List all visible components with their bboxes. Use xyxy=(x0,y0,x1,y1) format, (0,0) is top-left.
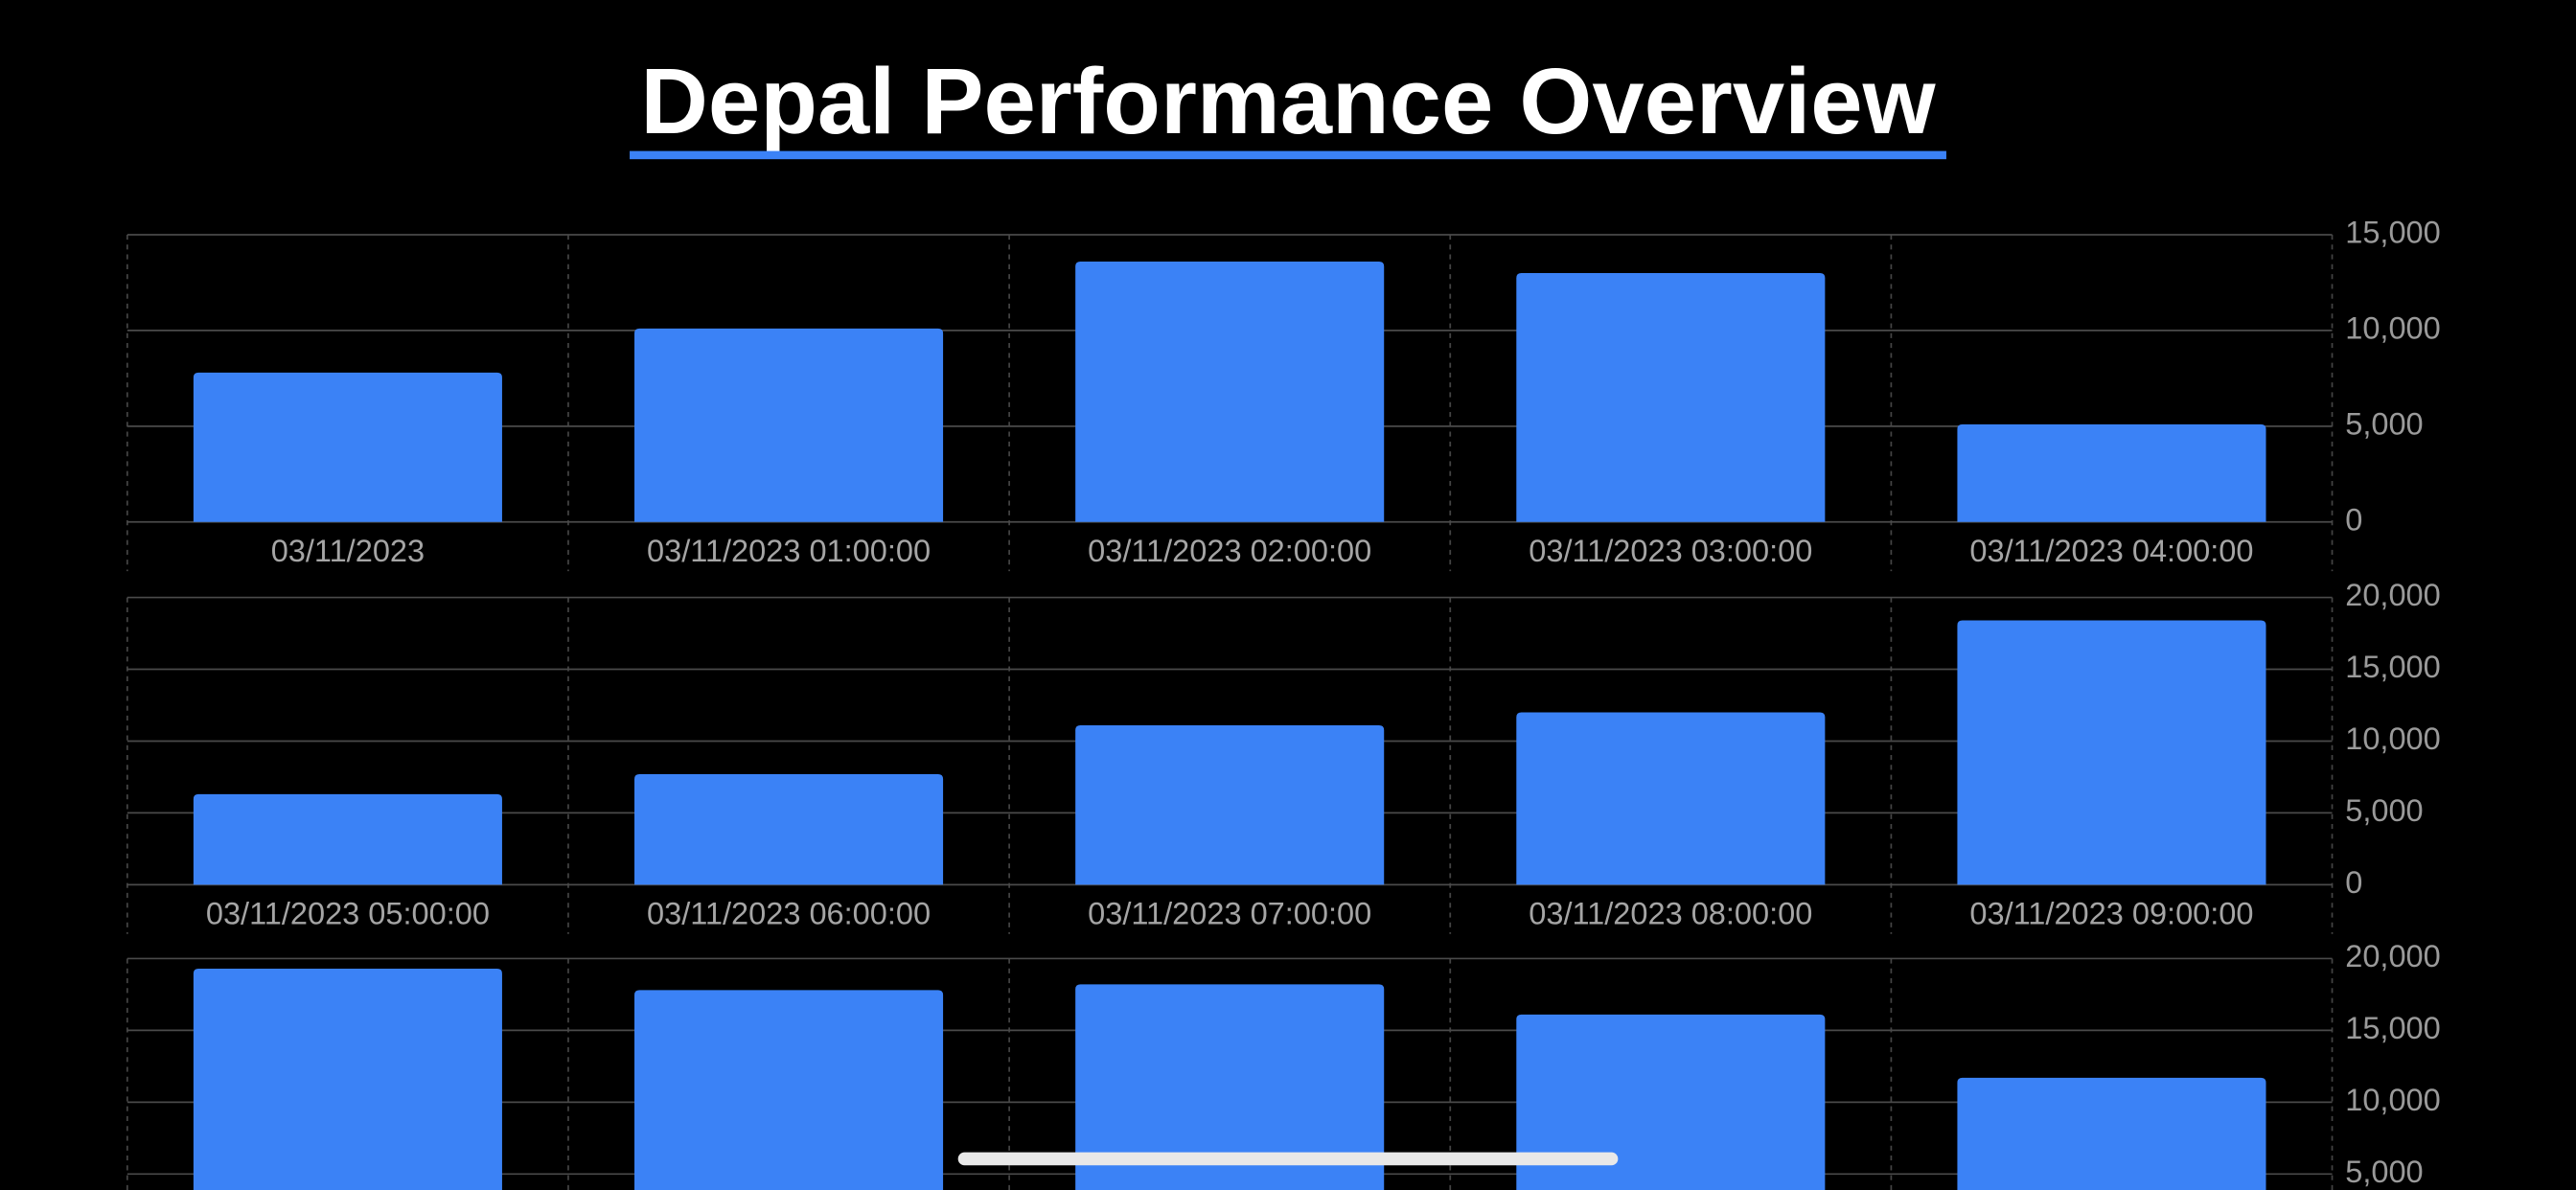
bar xyxy=(193,793,502,885)
title: Depal Performance Overview xyxy=(640,49,1936,153)
bar xyxy=(1516,272,1826,522)
y-tick-label: 5,000 xyxy=(2345,406,2423,441)
bar xyxy=(1516,712,1826,885)
y-tick-label: 20,000 xyxy=(2345,939,2441,973)
y-tick-label: 10,000 xyxy=(2345,1083,2441,1117)
y-tick-label: 0 xyxy=(2345,865,2362,900)
y-tick-label: 20,000 xyxy=(2345,578,2441,612)
bar xyxy=(1957,620,2266,885)
bar xyxy=(193,968,502,1190)
y-tick-label: 10,000 xyxy=(2345,721,2441,756)
x-tick-label: 03/11/2023 09:00:00 xyxy=(1969,897,2253,931)
charts: 0 5,000 10,000 15,000 03/11/2023 03/11/2023 0… xyxy=(126,216,2441,1190)
bar xyxy=(193,372,502,522)
x-tick-label: 03/11/2023 04:00:00 xyxy=(1969,534,2253,568)
bar xyxy=(1075,724,1385,885)
bar xyxy=(634,328,944,522)
x-tick-label: 03/11/2023 01:00:00 xyxy=(647,534,931,568)
y-tick-label: 10,000 xyxy=(2345,310,2441,345)
bar xyxy=(1957,1077,2266,1190)
home-indicator xyxy=(957,1152,1619,1166)
bar xyxy=(1075,261,1385,522)
bar xyxy=(1516,1014,1826,1190)
bar xyxy=(634,990,944,1190)
y-tick-label: 5,000 xyxy=(2345,793,2423,828)
y-tick-label: 15,000 xyxy=(2345,1011,2441,1045)
x-tick-label: 03/11/2023 06:00:00 xyxy=(647,897,931,931)
x-tick-label: 03/11/2023 08:00:00 xyxy=(1529,897,1812,931)
x-tick-label: 03/11/2023 03:00:00 xyxy=(1529,534,1812,568)
y-tick-label: 5,000 xyxy=(2345,1155,2423,1189)
y-tick-label: 0 xyxy=(2345,502,2362,537)
bar xyxy=(634,773,944,885)
y-tick-label: 15,000 xyxy=(2345,650,2441,684)
x-tick-label: 03/11/2023 02:00:00 xyxy=(1088,534,1371,568)
bar xyxy=(1075,984,1385,1190)
y-tick-label: 15,000 xyxy=(2345,216,2441,250)
x-tick-label: 03/11/2023 xyxy=(271,534,425,568)
bar xyxy=(1957,423,2266,522)
title-underline xyxy=(630,150,1946,160)
x-tick-label: 03/11/2023 05:00:00 xyxy=(206,897,490,931)
x-tick-label: 03/11/2023 07:00:00 xyxy=(1088,897,1371,931)
